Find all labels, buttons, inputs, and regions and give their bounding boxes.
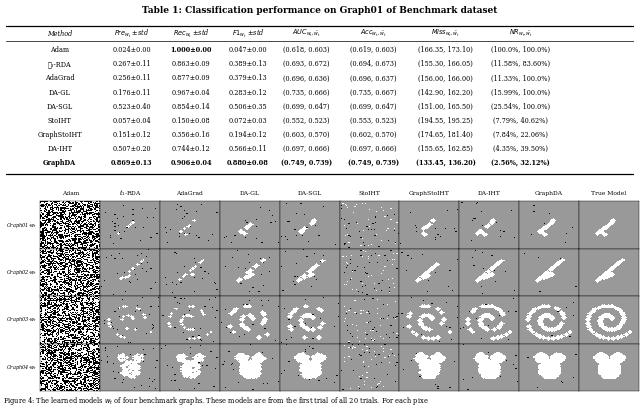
- Text: (0.696, 0.637): (0.696, 0.637): [350, 75, 397, 83]
- Text: $\ell_1$-RDA: $\ell_1$-RDA: [118, 188, 141, 198]
- Text: Method: Method: [47, 30, 72, 38]
- Text: (0.619, 0.603): (0.619, 0.603): [350, 46, 397, 54]
- Text: $F1_{w_t}$ ±std: $F1_{w_t}$ ±std: [232, 28, 264, 40]
- Text: 0.877±0.09: 0.877±0.09: [172, 75, 211, 83]
- Text: $Acc_{w_t,\hat{w}_t}$: $Acc_{w_t,\hat{w}_t}$: [360, 28, 387, 39]
- Text: 0.150±0.08: 0.150±0.08: [172, 117, 211, 125]
- Text: (0.553, 0.523): (0.553, 0.523): [350, 117, 397, 125]
- Text: 0.057±0.04: 0.057±0.04: [113, 117, 151, 125]
- Text: $Rec_{w_t}$ ±std: $Rec_{w_t}$ ±std: [173, 28, 210, 40]
- Text: (155.65, 162.85): (155.65, 162.85): [418, 145, 473, 153]
- Text: (0.697, 0.666): (0.697, 0.666): [283, 145, 330, 153]
- Text: ℓ₁-RDA: ℓ₁-RDA: [48, 60, 72, 68]
- Text: DA-SGL: DA-SGL: [298, 191, 322, 196]
- Text: AdaGrad: AdaGrad: [177, 191, 204, 196]
- Text: (25.54%, 100.0%): (25.54%, 100.0%): [491, 103, 550, 111]
- Text: (2.56%, 32.12%): (2.56%, 32.12%): [492, 159, 550, 167]
- Text: 0.906±0.04: 0.906±0.04: [171, 159, 212, 167]
- Text: 0.151±0.12: 0.151±0.12: [113, 131, 151, 139]
- Text: 0.523±0.40: 0.523±0.40: [113, 103, 151, 111]
- Text: 0.047±0.00: 0.047±0.00: [228, 46, 267, 54]
- Text: (151.00, 165.50): (151.00, 165.50): [418, 103, 473, 111]
- Text: GraphDA: GraphDA: [535, 191, 563, 196]
- Text: DA-GL: DA-GL: [49, 88, 70, 97]
- Text: (156.00, 166.00): (156.00, 166.00): [418, 75, 473, 83]
- Text: GraphStoIHT: GraphStoIHT: [37, 131, 82, 139]
- Text: 0.379±0.13: 0.379±0.13: [228, 75, 267, 83]
- Text: (7.79%, 40.62%): (7.79%, 40.62%): [493, 117, 548, 125]
- Text: 0.744±0.12: 0.744±0.12: [172, 145, 211, 153]
- Text: (0.603, 0.570): (0.603, 0.570): [283, 131, 330, 139]
- Text: 0.389±0.13: 0.389±0.13: [228, 60, 267, 68]
- Text: (0.735, 0.667): (0.735, 0.667): [350, 88, 397, 97]
- Text: DA-GL: DA-GL: [240, 191, 260, 196]
- Text: Graph02-$w_t$: Graph02-$w_t$: [6, 268, 37, 277]
- Text: (0.749, 0.739): (0.749, 0.739): [280, 159, 332, 167]
- Text: (194.55, 195.25): (194.55, 195.25): [418, 117, 473, 125]
- Text: (0.552, 0.523): (0.552, 0.523): [283, 117, 330, 125]
- Text: (155.30, 166.05): (155.30, 166.05): [418, 60, 473, 68]
- Text: (0.699, 0.647): (0.699, 0.647): [350, 103, 397, 111]
- Text: (166.35, 173.10): (166.35, 173.10): [418, 46, 473, 54]
- Text: (142.90, 162.20): (142.90, 162.20): [418, 88, 473, 97]
- Text: DA-IHT: DA-IHT: [477, 191, 500, 196]
- Text: 1.000±0.00: 1.000±0.00: [171, 46, 212, 54]
- Text: StoIHT: StoIHT: [358, 191, 380, 196]
- Text: 0.267±0.11: 0.267±0.11: [113, 60, 151, 68]
- Text: (0.735, 0.666): (0.735, 0.666): [283, 88, 330, 97]
- Text: 0.507±0.20: 0.507±0.20: [113, 145, 151, 153]
- Text: 0.880±0.08: 0.880±0.08: [227, 159, 269, 167]
- Text: 0.072±0.03: 0.072±0.03: [228, 117, 267, 125]
- Text: 0.967±0.04: 0.967±0.04: [172, 88, 211, 97]
- Text: Figure 4: The learned models $w_t$ of four benchmark graphs. These models are fr: Figure 4: The learned models $w_t$ of fo…: [3, 395, 429, 407]
- Text: (100.0%, 100.0%): (100.0%, 100.0%): [491, 46, 550, 54]
- Text: (0.618, 0.603): (0.618, 0.603): [283, 46, 330, 54]
- Text: Adam: Adam: [61, 191, 79, 196]
- Text: (15.99%, 100.0%): (15.99%, 100.0%): [491, 88, 550, 97]
- Text: GraphDA: GraphDA: [43, 159, 76, 167]
- Text: $NR_{w_t,\hat{w}_t}$: $NR_{w_t,\hat{w}_t}$: [509, 28, 532, 39]
- Text: 0.283±0.12: 0.283±0.12: [228, 88, 267, 97]
- Text: Table 1: Classification performance on Graph01 of Benchmark dataset: Table 1: Classification performance on G…: [142, 6, 498, 15]
- Text: 0.194±0.12: 0.194±0.12: [228, 131, 267, 139]
- Text: (0.693, 0.672): (0.693, 0.672): [283, 60, 330, 68]
- Text: $AUC_{w_t,\hat{w}_t}$: $AUC_{w_t,\hat{w}_t}$: [292, 28, 321, 39]
- Text: (133.45, 136.20): (133.45, 136.20): [415, 159, 476, 167]
- Text: (11.33%, 100.0%): (11.33%, 100.0%): [491, 75, 550, 83]
- Text: $Pre_{w_t}$ ±std: $Pre_{w_t}$ ±std: [114, 28, 150, 40]
- Text: AdaGrad: AdaGrad: [45, 75, 74, 83]
- Text: (174.65, 181.40): (174.65, 181.40): [418, 131, 473, 139]
- Text: 0.176±0.11: 0.176±0.11: [113, 88, 151, 97]
- Text: 0.506±0.35: 0.506±0.35: [228, 103, 267, 111]
- Text: True Model: True Model: [591, 191, 627, 196]
- Text: DA-SGL: DA-SGL: [47, 103, 73, 111]
- Text: 0.256±0.11: 0.256±0.11: [113, 75, 151, 83]
- Text: 0.869±0.13: 0.869±0.13: [111, 159, 152, 167]
- Text: (0.696, 0.636): (0.696, 0.636): [283, 75, 330, 83]
- Text: 0.356±0.16: 0.356±0.16: [172, 131, 211, 139]
- Text: 0.566±0.11: 0.566±0.11: [228, 145, 267, 153]
- Text: 0.024±0.00: 0.024±0.00: [113, 46, 151, 54]
- Text: Graph03-$w_t$: Graph03-$w_t$: [6, 316, 37, 324]
- Text: Graph04-$w_t$: Graph04-$w_t$: [6, 363, 37, 372]
- Text: (0.749, 0.739): (0.749, 0.739): [348, 159, 399, 167]
- Text: (7.84%, 22.06%): (7.84%, 22.06%): [493, 131, 548, 139]
- Text: 0.863±0.09: 0.863±0.09: [172, 60, 211, 68]
- Text: (0.694, 0.673): (0.694, 0.673): [350, 60, 397, 68]
- Text: (0.602, 0.570): (0.602, 0.570): [350, 131, 397, 139]
- Text: (11.58%, 83.60%): (11.58%, 83.60%): [491, 60, 550, 68]
- Text: (0.699, 0.647): (0.699, 0.647): [283, 103, 330, 111]
- Text: Graph01-$w_t$: Graph01-$w_t$: [6, 221, 37, 230]
- Text: Adam: Adam: [50, 46, 69, 54]
- Text: GraphStoIHT: GraphStoIHT: [409, 191, 450, 196]
- Text: (4.35%, 39.50%): (4.35%, 39.50%): [493, 145, 548, 153]
- Text: DA-IHT: DA-IHT: [47, 145, 72, 153]
- Text: 0.854±0.14: 0.854±0.14: [172, 103, 211, 111]
- Text: (0.697, 0.666): (0.697, 0.666): [350, 145, 397, 153]
- Text: $Miss_{w_t,\hat{w}_t}$: $Miss_{w_t,\hat{w}_t}$: [431, 28, 460, 39]
- Text: StoIHT: StoIHT: [48, 117, 72, 125]
